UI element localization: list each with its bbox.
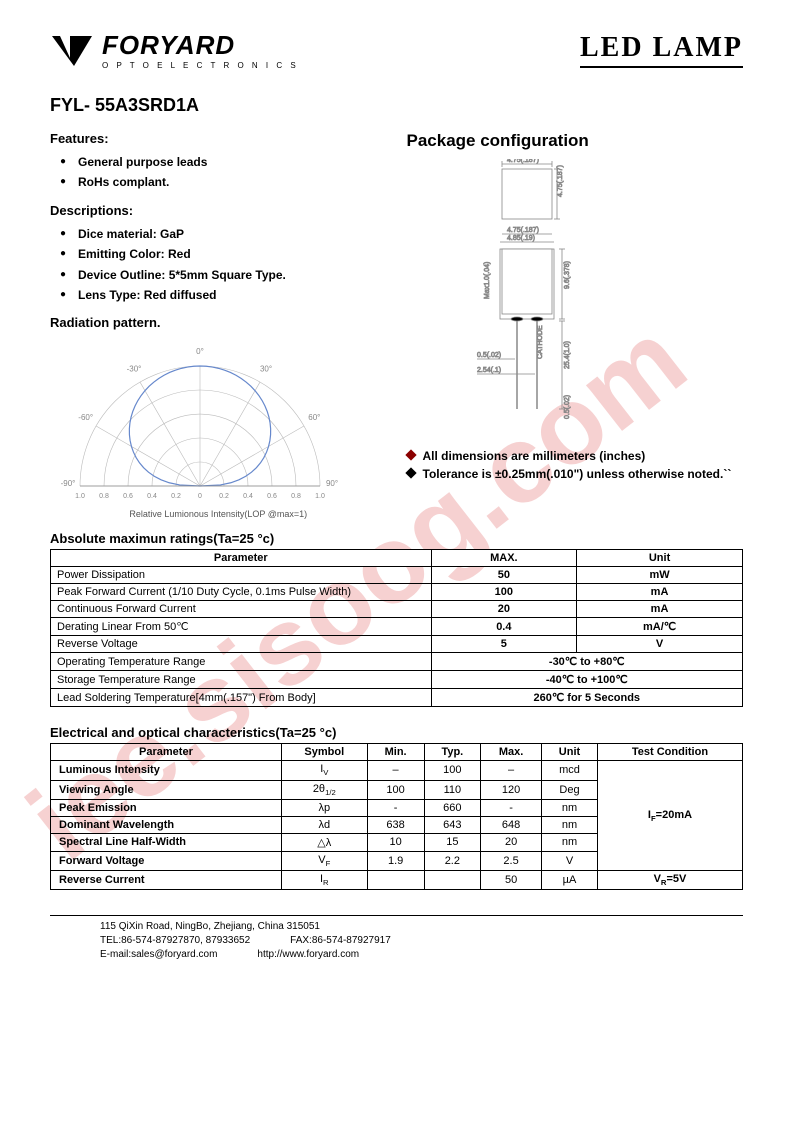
list-item: Dice material: GaP xyxy=(60,224,387,244)
svg-text:0.2: 0.2 xyxy=(219,493,229,500)
footer-addr: 115 QiXin Road, NingBo, Zhejiang, China … xyxy=(100,920,743,934)
svg-text:60°: 60° xyxy=(308,413,320,422)
elecopt-title: Electrical and optical characteristics(T… xyxy=(50,725,743,740)
table-row: Derating Linear From 50℃0.4mA/℃ xyxy=(51,618,743,636)
radiation-chart: -90°-60°-30°0°30°60°90°1.00.80.60.40.200… xyxy=(50,336,350,506)
table-row: Lead Soldering Temperature[4mm(.157") Fr… xyxy=(51,689,743,707)
table-row: Reverse CurrentIR50µAVR=5V xyxy=(51,870,743,889)
package-diagram: 4.75(.187) 4.75(.187) 4.85(.19) 4.75(.18… xyxy=(407,159,687,439)
svg-text:90°: 90° xyxy=(326,479,338,488)
logo-sub: O P T O E L E C T R O N I C S xyxy=(102,61,299,70)
table-row: Power Dissipation50mW xyxy=(51,567,743,584)
list-item: Lens Type: Red diffused xyxy=(60,285,387,305)
svg-text:0.5(.02): 0.5(.02) xyxy=(564,395,571,419)
header: FORYARD O P T O E L E C T R O N I C S LE… xyxy=(50,30,743,70)
descriptions-list: Dice material: GaPEmitting Color: RedDev… xyxy=(50,224,387,306)
package-notes: All dimensions are millimeters (inches) … xyxy=(407,447,744,483)
svg-text:9.6(.378): 9.6(.378) xyxy=(564,261,571,289)
part-number: FYL- 55A3SRD1A xyxy=(50,95,743,116)
svg-text:0: 0 xyxy=(198,493,202,500)
descriptions-heading: Descriptions: xyxy=(50,203,387,218)
table-row: Peak Forward Current (1/10 Duty Cycle, 0… xyxy=(51,584,743,601)
logo-main: FORYARD xyxy=(102,30,299,61)
svg-text:1.0: 1.0 xyxy=(315,493,325,500)
svg-text:0.6: 0.6 xyxy=(267,493,277,500)
svg-text:25.4(1.0): 25.4(1.0) xyxy=(564,341,571,369)
radiation-heading: Radiation pattern. xyxy=(50,315,387,330)
footer-email: E-mail:sales@foryard.com xyxy=(100,948,217,962)
diamond-icon xyxy=(405,467,416,478)
svg-text:0.6: 0.6 xyxy=(123,493,133,500)
footer: 115 QiXin Road, NingBo, Zhejiang, China … xyxy=(50,915,743,962)
svg-text:-30°: -30° xyxy=(127,365,142,374)
logo-icon xyxy=(50,32,94,68)
svg-text:0.8: 0.8 xyxy=(99,493,109,500)
svg-text:4.75(.187): 4.75(.187) xyxy=(557,165,564,197)
svg-text:4.85(.19): 4.85(.19) xyxy=(507,235,535,242)
footer-fax: FAX:86-574-87927917 xyxy=(290,934,391,948)
svg-text:0°: 0° xyxy=(196,347,204,356)
list-item: Device Outline: 5*5mm Square Type. xyxy=(60,265,387,285)
svg-text:1.0: 1.0 xyxy=(75,493,85,500)
list-item: Emitting Color: Red xyxy=(60,244,387,264)
list-item: RoHs complant. xyxy=(60,172,387,192)
svg-text:0.2: 0.2 xyxy=(171,493,181,500)
table-row: Luminous IntensityIV–100–mcdIF=20mA xyxy=(51,761,743,780)
svg-text:CATHODE: CATHODE xyxy=(537,325,544,359)
svg-text:4.75(.187): 4.75(.187) xyxy=(507,159,539,164)
table-row: Operating Temperature Range-30℃ to +80℃ xyxy=(51,653,743,671)
table-row: Reverse Voltage5V xyxy=(51,636,743,653)
svg-text:-90°: -90° xyxy=(61,479,76,488)
features-heading: Features: xyxy=(50,131,387,146)
svg-text:-60°: -60° xyxy=(78,413,93,422)
svg-text:Max1.0(.04): Max1.0(.04) xyxy=(484,262,491,299)
footer-web: http://www.foryard.com xyxy=(257,948,359,962)
elecopt-table: ParameterSymbolMin.Typ.Max.UnitTest Cond… xyxy=(50,743,743,890)
svg-text:0.4: 0.4 xyxy=(147,493,157,500)
absmax-title: Absolute maximun ratings(Ta=25 °c) xyxy=(50,531,743,546)
svg-text:0.4: 0.4 xyxy=(243,493,253,500)
radiation-caption: Relative Lumionous Intensity(LOP @max=1) xyxy=(50,509,387,519)
svg-text:30°: 30° xyxy=(260,365,272,374)
absmax-table: ParameterMAX.Unit Power Dissipation50mWP… xyxy=(50,549,743,707)
list-item: General purpose leads xyxy=(60,152,387,172)
logo: FORYARD O P T O E L E C T R O N I C S xyxy=(50,30,299,70)
package-heading: Package configuration xyxy=(407,131,744,151)
svg-text:0.5(.02): 0.5(.02) xyxy=(477,352,501,359)
doc-title: LED LAMP xyxy=(580,32,743,68)
svg-text:0.8: 0.8 xyxy=(291,493,301,500)
svg-text:2.54(.1): 2.54(.1) xyxy=(477,367,501,374)
features-list: General purpose leadsRoHs complant. xyxy=(50,152,387,193)
table-row: Storage Temperature Range-40℃ to +100℃ xyxy=(51,671,743,689)
note-text: Tolerance is ±0.25mm(.010") unless other… xyxy=(423,465,744,483)
note-text: All dimensions are millimeters (inches) xyxy=(423,447,646,465)
svg-text:4.75(.187): 4.75(.187) xyxy=(507,227,539,234)
table-row: Continuous Forward Current20mA xyxy=(51,601,743,618)
footer-tel: TEL:86-574-87927870, 87933652 xyxy=(100,934,250,948)
diamond-icon xyxy=(405,449,416,460)
